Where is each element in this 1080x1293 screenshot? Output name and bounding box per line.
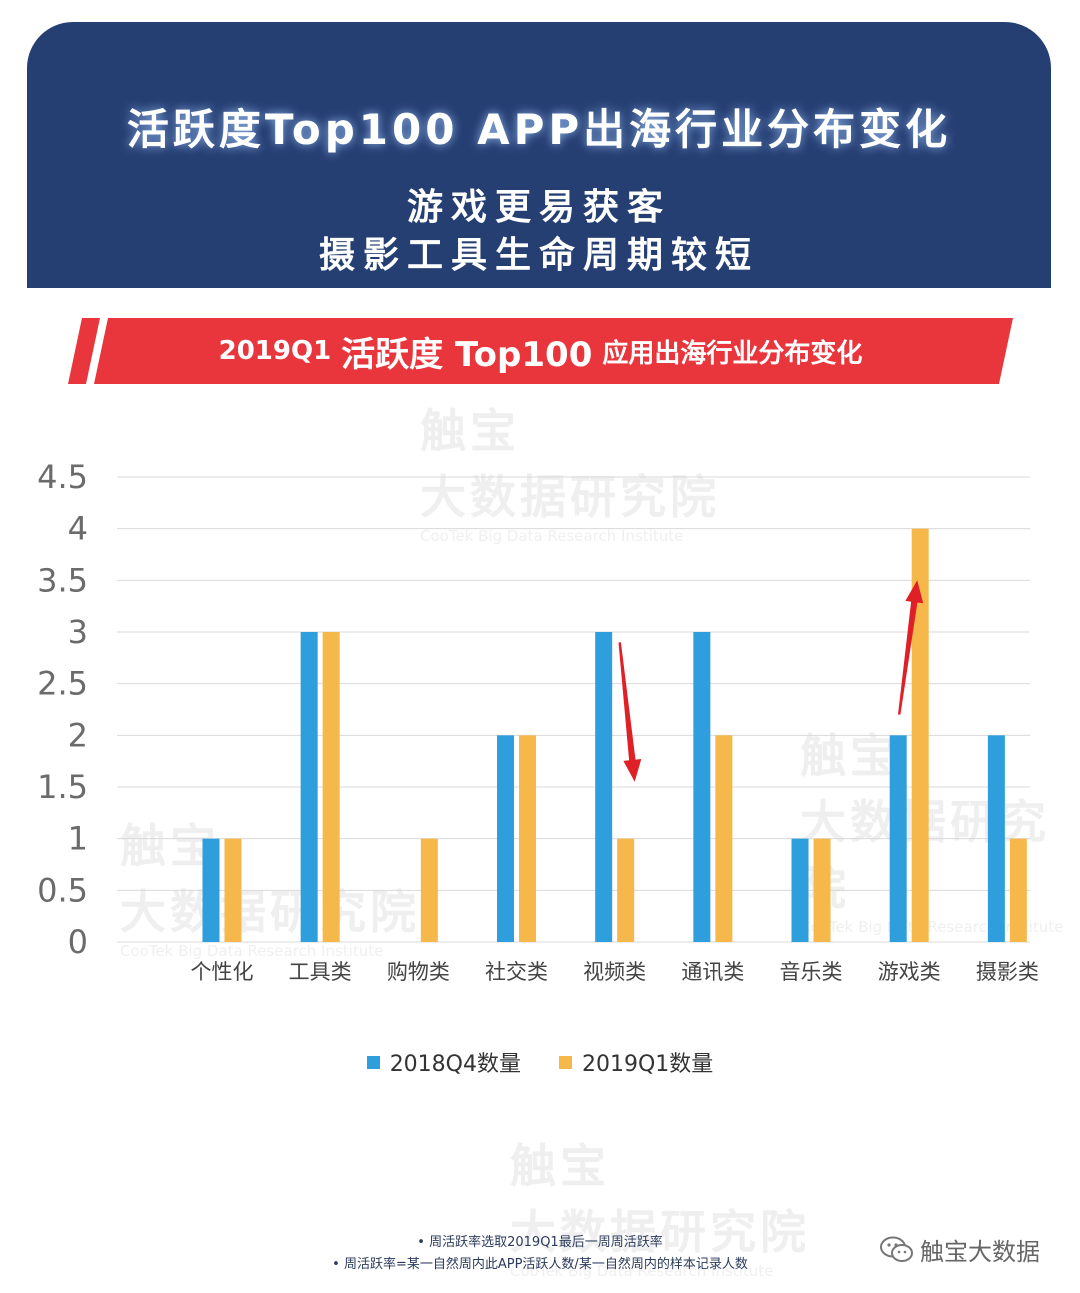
- bar-chart: 0 0.5 1 1.5 2 2.5 3 3.5 4 4.5 个性化 工具类 购物类 社交类 视频类 通讯类 音乐…: [37, 458, 1039, 984]
- brand-mark: 触宝大数据: [880, 1232, 1040, 1267]
- page-title: 活跃度Top100 APP出海行业分布变化: [126, 105, 952, 154]
- bar-2019q1: [420, 838, 438, 942]
- legend-item-2018q4: 2018Q4数量: [366, 1046, 521, 1078]
- y-tick-label: 3.5: [37, 561, 88, 599]
- y-tick-label: 2: [68, 716, 88, 754]
- x-tick-label: 工具类: [289, 960, 352, 984]
- y-tick-label: 0.5: [37, 871, 88, 909]
- y-tick-label: 3: [68, 613, 88, 651]
- x-tick-label: 社交类: [485, 960, 548, 984]
- bar-2018q4: [889, 735, 907, 942]
- y-tick-label: 1: [68, 820, 88, 858]
- arrow-down: [618, 642, 642, 782]
- arrow-up: [898, 580, 924, 715]
- subtitle-line-2: 摄影工具生命周期较短: [318, 235, 759, 276]
- bar-2019q1: [813, 838, 831, 942]
- bar-2018q4: [202, 838, 220, 942]
- bar-2019q1: [1009, 838, 1027, 942]
- banner-highlight: 活跃度 Top100: [341, 334, 593, 375]
- header-panel: 活跃度Top100 APP出海行业分布变化 游戏更易获客 摄影工具生命周期较短: [27, 22, 1051, 288]
- x-tick-label: 购物类: [387, 960, 450, 984]
- bar-2019q1: [322, 632, 340, 942]
- x-tick-label: 通讯类: [681, 960, 744, 984]
- y-tick-label: 0: [68, 923, 88, 961]
- y-tick-label: 4.5: [37, 458, 88, 496]
- x-tick-label: 游戏类: [878, 960, 941, 984]
- footnote-2: 周活跃率=某一自然周内此APP活跃人数/某一自然周内的样本记录人数: [0, 1254, 1080, 1276]
- section-banner: [68, 318, 1013, 384]
- wechat-icon: [880, 1236, 913, 1262]
- footnotes: 周活跃率选取2019Q1最后一周周活跃率 周活跃率=某一自然周内此APP活跃人数…: [0, 1232, 1080, 1276]
- bar-2018q4: [791, 838, 809, 942]
- watermark-cn-1: 触宝: [510, 1139, 610, 1193]
- x-tick-label: 个性化: [190, 960, 253, 984]
- banner-text: 2019Q1 活跃度 Top100 应用出海行业分布变化: [68, 318, 1013, 384]
- bar-2018q4: [497, 735, 515, 942]
- footnote-1: 周活跃率选取2019Q1最后一周周活跃率: [0, 1232, 1080, 1254]
- legend-swatch-2018q4: [366, 1055, 380, 1069]
- chart-legend: 2018Q4数量 2019Q1数量: [0, 1046, 1080, 1078]
- banner-suffix: 应用出海行业分布变化: [602, 338, 863, 369]
- bar-2019q1: [617, 838, 635, 942]
- y-tick-label: 1.5: [37, 768, 88, 806]
- y-tick-label: 2.5: [37, 665, 88, 703]
- bar-2019q1: [519, 735, 537, 942]
- x-tick-label: 视频类: [583, 960, 646, 984]
- bar-2018q4: [987, 735, 1005, 942]
- brand-name: 触宝大数据: [920, 1238, 1040, 1266]
- bar-2018q4: [595, 632, 613, 942]
- bar-2019q1: [911, 528, 929, 942]
- bar-2019q1: [224, 838, 242, 942]
- subtitle-line-1: 游戏更易获客: [406, 187, 671, 228]
- legend-swatch-2019q1: [559, 1055, 572, 1069]
- x-tick-label: 摄影类: [976, 960, 1039, 984]
- bar-2018q4: [693, 632, 711, 942]
- x-tick-label: 音乐类: [780, 960, 843, 984]
- bar-2019q1: [715, 735, 733, 942]
- legend-item-2019q1: 2019Q1数量: [559, 1046, 713, 1078]
- banner-prefix: 2019Q1: [218, 336, 332, 366]
- legend-label-2018q4: 2018Q4数量: [389, 1052, 521, 1077]
- legend-label-2019q1: 2019Q1数量: [582, 1052, 714, 1077]
- y-tick-label: 4: [68, 510, 88, 548]
- bar-2018q4: [300, 632, 318, 942]
